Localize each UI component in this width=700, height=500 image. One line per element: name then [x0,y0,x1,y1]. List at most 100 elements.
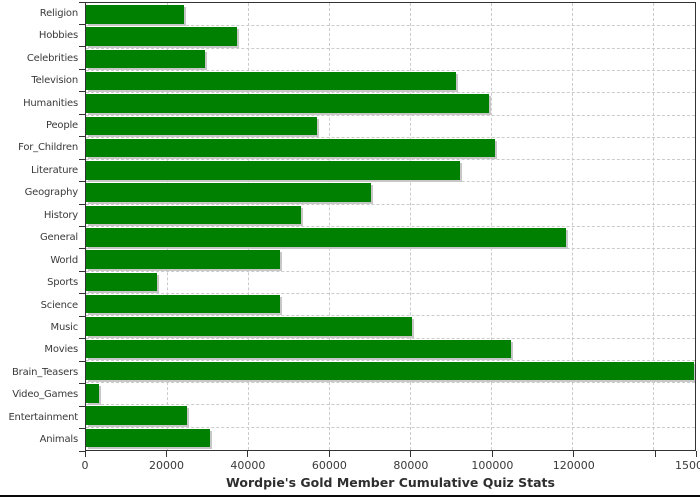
bar-general [86,228,566,247]
y-tick-mark [79,405,85,407]
y-tick-mark [79,113,85,115]
x-tick-mark [654,451,656,457]
y-tick-mark [79,360,85,362]
x-tick-label: 150000 [675,459,700,472]
bar-religion [86,5,185,24]
y-tick-mark [79,248,85,250]
bar-people [86,116,318,135]
category-label: Hobbies [38,30,78,42]
category-label: Video_Games [12,389,78,401]
grid-line-horizontal [86,270,695,272]
category-label: Entertainment [8,411,78,423]
bottom-border-line [0,495,700,497]
x-tick-mark [247,451,249,457]
category-label: Brain_Teasers [12,366,78,378]
plot-area [85,2,696,451]
y-tick-mark [79,338,85,340]
y-tick-mark [79,383,85,385]
bar-music [86,317,412,336]
bar-literature [86,161,460,180]
x-tick-mark [410,451,412,457]
y-tick-mark [79,158,85,160]
grid-line-horizontal [86,92,695,94]
y-tick-mark [79,1,85,3]
grid-line-horizontal [86,181,695,183]
x-tick-label: 0 [81,459,89,472]
bar-television [86,71,457,91]
grid-line-horizontal [86,136,695,138]
y-tick-mark [79,293,85,295]
category-label: People [45,119,78,131]
x-tick-label: 120000 [552,459,595,472]
bar-animals [86,428,211,448]
bar-brain_teasers [86,361,694,381]
y-tick-mark [79,428,85,430]
grid-line-horizontal [86,315,695,317]
x-tick-label: 80000 [393,459,429,472]
y-tick-mark [79,68,85,70]
y-tick-mark [79,203,85,205]
bar-sports [86,272,157,292]
y-tick-mark [79,450,85,452]
category-label: Music [50,322,79,334]
grid-line-horizontal [86,203,695,205]
grid-line-horizontal [86,69,695,71]
category-label: Animals [39,434,79,446]
category-axis: Religion Hobbies Celebrities Television Huma… [0,2,78,451]
plot-inner [86,3,695,450]
bar-hobbies [86,27,237,46]
category-label: Sports [47,277,78,289]
grid-line-horizontal [86,159,695,161]
bar-for_children [86,138,496,158]
y-tick-mark [79,46,85,48]
category-label: Religion [39,7,78,19]
y-tick-mark [79,23,85,25]
x-tick-mark [573,451,575,457]
category-label: For_Children [18,142,78,154]
category-label: World [50,254,78,266]
x-tick-mark [328,451,330,457]
bar-celebrities [86,49,205,69]
bar-geography [86,183,371,202]
y-tick-mark [79,136,85,138]
grid-line-horizontal [86,47,695,49]
x-tick-label: 20000 [148,459,184,472]
bar-humanities [86,94,490,113]
value-axis-labels: 0 20000 40000 60000 80000 100000 120000 150000 [81,459,700,473]
bar-world [86,250,281,269]
grid-line-horizontal [86,359,695,361]
category-label: Science [40,299,79,311]
grid-line-horizontal [86,337,695,339]
category-label: Television [31,75,78,87]
x-tick-label: 60000 [311,459,347,472]
category-label: Literature [31,164,78,176]
category-label: History [43,209,78,221]
bar-video_games [86,384,99,403]
grid-line-horizontal [86,226,695,227]
y-tick-mark [79,181,85,183]
x-tick-mark [165,451,167,457]
category-label: Geography [24,187,79,199]
bar-movies [86,339,512,358]
category-label: Humanities [23,97,78,109]
y-tick-mark [79,315,85,317]
x-tick-label: 40000 [230,459,266,472]
category-label: Movies [44,344,78,356]
grid-line-horizontal [86,382,695,384]
bar-history [86,205,302,225]
category-label: Celebrities [26,52,78,64]
grid-line-horizontal [86,292,695,294]
category-label: General [39,232,78,244]
bar-entertainment [86,406,188,425]
grid-line-horizontal [86,426,695,428]
grid-line-horizontal [86,404,695,406]
y-tick-mark [79,91,85,93]
x-tick-mark [491,451,493,457]
x-tick-mark [695,451,697,457]
y-tick-mark [79,226,85,227]
x-tick-mark [84,451,86,457]
bar-science [86,294,281,314]
x-tick-label: 100000 [471,459,514,472]
grid-line-horizontal [86,25,695,27]
